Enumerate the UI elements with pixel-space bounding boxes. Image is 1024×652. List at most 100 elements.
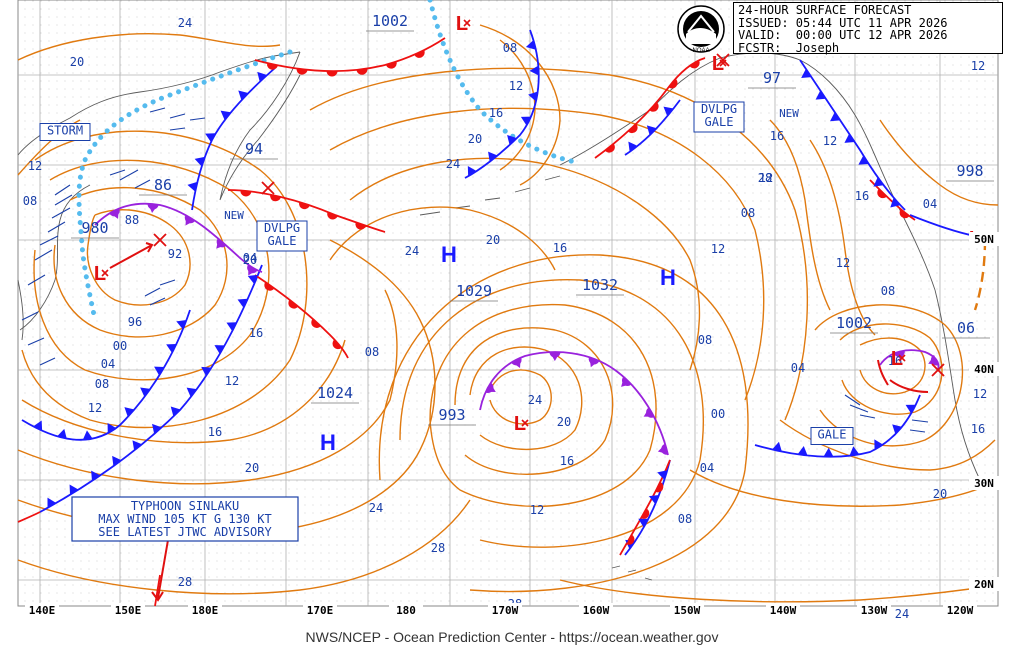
low-x-mark (101, 269, 109, 277)
lat-lon-grid (18, 0, 998, 606)
latitude-label: 50N (974, 233, 994, 246)
isobar-label: 24 (405, 244, 419, 258)
forecast-position-x (261, 181, 275, 195)
track-arrow (145, 242, 154, 253)
isobar-label: 96 (128, 315, 142, 329)
forecast-forecaster: FCSTR: Joseph (738, 40, 840, 55)
front-symbol (874, 439, 884, 450)
front-symbol (124, 407, 135, 417)
front-symbol (147, 203, 159, 210)
isobar-label: 20 (557, 415, 571, 429)
front-symbol (140, 387, 151, 397)
isobar-label: 04 (700, 461, 714, 475)
track-arrow (877, 359, 889, 386)
isobar-label: 08 (23, 194, 37, 208)
warning-label: GALE (818, 428, 847, 442)
isobar (689, 469, 999, 507)
cold-front (754, 394, 921, 458)
isobar (33, 159, 270, 381)
isobar-label: 24 (178, 16, 192, 30)
lon-label-bg (188, 603, 222, 617)
front-symbol (646, 125, 657, 136)
front-symbol (661, 443, 668, 455)
front-symbol (892, 424, 903, 435)
front-symbol (930, 354, 939, 366)
lat-label-bg (969, 577, 999, 591)
isobar-label: 12 (836, 256, 850, 270)
isobar-label: 04 (101, 357, 115, 371)
wind-barbs (21, 107, 929, 433)
warm-front (227, 189, 386, 233)
isobar-label: 08 (881, 284, 895, 298)
warning-label: DVLPG (701, 102, 737, 116)
forecast-issued: ISSUED: 05:44 UTC 11 APR 2026 (738, 15, 948, 30)
noaa-logo: NOAA (676, 4, 726, 54)
isobar-label: 08 (678, 512, 692, 526)
front-symbol (107, 422, 117, 434)
warm-front (619, 459, 671, 556)
isobar-label: 08 (698, 333, 712, 347)
isobar-label: 16 (249, 326, 263, 340)
pressure-value: 1032 (582, 276, 618, 294)
front-symbol (257, 71, 268, 82)
low-center-symbol: L (891, 348, 903, 370)
front-symbol (299, 201, 310, 210)
forecast-position-x (931, 363, 945, 377)
lon-label-bg (943, 603, 977, 617)
front-symbol (288, 299, 299, 309)
new-label: NEW (224, 209, 244, 222)
isobar-label: 12 (225, 374, 239, 388)
warm-front (154, 574, 161, 607)
isobar-label: 08 (503, 41, 517, 55)
front-symbol (247, 264, 258, 274)
isobar-label: 16 (770, 129, 784, 143)
isobar (53, 186, 228, 338)
latitude-label: 30N (974, 477, 994, 490)
isobars (17, 24, 999, 603)
front-symbol (626, 534, 635, 545)
forecast-valid: VALID: 00:00 UTC 12 APR 2026 (738, 28, 948, 42)
isobar (769, 119, 831, 311)
front-symbol (214, 345, 225, 354)
isobar (454, 327, 614, 475)
isobar-label: 12 (823, 134, 837, 148)
low-center-symbol: L (514, 413, 526, 435)
lon-label-bg (766, 603, 800, 617)
typhoon-arrow (151, 591, 164, 602)
pressure-value: 86 (154, 176, 172, 194)
front-symbol (772, 441, 782, 452)
isobar-label: 20 (243, 253, 257, 267)
isobar (479, 24, 561, 186)
isobar (349, 157, 701, 371)
troughs (76, 0, 578, 323)
longitude-label: 150E (115, 604, 142, 617)
front-symbol (332, 339, 342, 350)
front-symbol (109, 208, 120, 217)
low-x-mark (898, 354, 906, 362)
front-symbol (69, 484, 79, 495)
front-symbol (488, 151, 498, 162)
isobar-label: 20 (468, 132, 482, 146)
isobar-label: 92 (168, 247, 182, 261)
front-symbol (646, 407, 655, 418)
latitude-label: 20N (974, 578, 994, 591)
track-arrow (889, 379, 929, 393)
isobar-label: 08 (365, 345, 379, 359)
front-symbol (525, 40, 536, 50)
typhoon-advisory-line: SEE LATEST JTWC ADVISORY (98, 525, 272, 539)
isobar-label: 16 (489, 106, 503, 120)
front-symbol (830, 112, 841, 122)
low-x-mark (463, 19, 471, 27)
isobar-label: 08 (95, 377, 109, 391)
aleutians (419, 175, 561, 216)
map-labels: 2420120888929600040812162024282828242016… (23, 12, 994, 621)
front-symbol (815, 90, 826, 100)
isobar (329, 107, 765, 401)
lon-label-bg (25, 603, 59, 617)
front-symbol (655, 481, 664, 493)
forecast-position-x (153, 233, 167, 247)
lat-label-bg (969, 476, 999, 490)
front-symbol (511, 357, 522, 366)
wind-barb (109, 169, 176, 306)
front-symbol (47, 497, 57, 508)
